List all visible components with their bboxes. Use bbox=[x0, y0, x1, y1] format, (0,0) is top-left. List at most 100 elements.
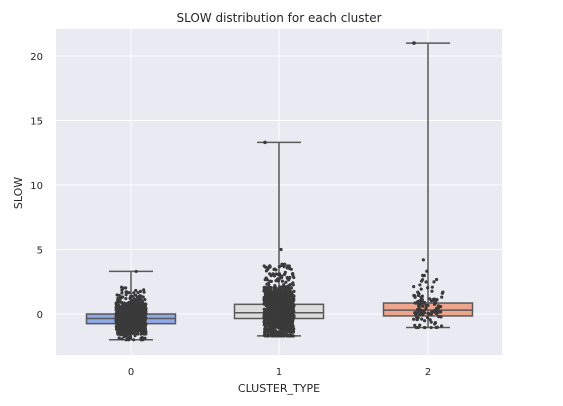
y-tick-label: 15 bbox=[30, 117, 43, 128]
data-point bbox=[116, 298, 120, 302]
data-point bbox=[280, 331, 284, 336]
data-point bbox=[265, 321, 270, 325]
data-point bbox=[287, 293, 291, 297]
data-point bbox=[279, 290, 284, 294]
data-point bbox=[283, 311, 287, 315]
data-point bbox=[267, 314, 271, 318]
data-point bbox=[412, 293, 416, 298]
data-point bbox=[140, 300, 144, 304]
data-point bbox=[435, 307, 439, 311]
data-point bbox=[262, 322, 267, 326]
x-axis-label: CLUSTER_TYPE bbox=[238, 382, 320, 395]
data-point bbox=[425, 269, 429, 273]
data-point bbox=[284, 332, 288, 337]
data-point bbox=[126, 325, 130, 330]
data-point bbox=[132, 310, 136, 314]
data-point bbox=[291, 315, 295, 319]
data-point bbox=[274, 287, 278, 291]
data-point bbox=[277, 311, 281, 315]
data-point bbox=[413, 323, 417, 327]
data-point bbox=[125, 312, 130, 317]
data-point bbox=[282, 265, 286, 269]
data-point bbox=[136, 312, 140, 316]
data-point bbox=[136, 315, 140, 319]
y-tick-label: 5 bbox=[37, 246, 43, 257]
data-point bbox=[415, 315, 419, 319]
data-point bbox=[286, 321, 290, 325]
data-point bbox=[437, 315, 441, 319]
data-point bbox=[291, 334, 295, 338]
data-point bbox=[119, 285, 124, 289]
data-point bbox=[430, 309, 434, 314]
data-point bbox=[270, 314, 274, 318]
chart-title: SLOW distribution for each cluster bbox=[176, 11, 381, 25]
data-point bbox=[291, 281, 295, 285]
data-point bbox=[292, 275, 296, 280]
data-point bbox=[130, 328, 134, 332]
data-point bbox=[287, 315, 291, 319]
data-point bbox=[118, 310, 122, 314]
data-point bbox=[413, 301, 417, 305]
data-point bbox=[440, 291, 444, 295]
data-point bbox=[273, 308, 277, 312]
data-point bbox=[432, 280, 436, 284]
data-point bbox=[437, 310, 441, 314]
data-point bbox=[284, 280, 288, 284]
data-point bbox=[266, 334, 270, 338]
data-point bbox=[144, 309, 148, 314]
data-point bbox=[136, 309, 140, 313]
data-point bbox=[266, 267, 270, 271]
data-point bbox=[426, 311, 430, 315]
data-point bbox=[143, 323, 147, 327]
data-point bbox=[268, 265, 272, 269]
data-point bbox=[117, 336, 121, 340]
data-point bbox=[428, 318, 432, 322]
data-point bbox=[439, 315, 443, 319]
data-point bbox=[280, 263, 284, 268]
data-point bbox=[132, 318, 136, 322]
data-point bbox=[274, 319, 278, 323]
data-point bbox=[263, 330, 267, 334]
data-point bbox=[132, 322, 136, 326]
data-point bbox=[115, 308, 120, 312]
data-point bbox=[269, 285, 273, 290]
data-point bbox=[276, 326, 280, 330]
data-point bbox=[432, 309, 436, 313]
data-point bbox=[424, 280, 428, 284]
data-point bbox=[430, 289, 434, 293]
data-point bbox=[283, 324, 288, 328]
data-point bbox=[415, 317, 419, 322]
data-point bbox=[291, 308, 295, 313]
data-point bbox=[287, 278, 291, 282]
data-point bbox=[265, 278, 269, 282]
data-point bbox=[282, 317, 286, 321]
data-point bbox=[421, 313, 425, 317]
data-point bbox=[123, 315, 127, 319]
data-point bbox=[280, 279, 285, 283]
data-point bbox=[420, 294, 424, 298]
data-point bbox=[284, 285, 288, 290]
data-point bbox=[418, 283, 422, 287]
data-point bbox=[115, 313, 119, 317]
data-point bbox=[262, 316, 267, 320]
data-point bbox=[292, 289, 296, 293]
data-point bbox=[266, 302, 270, 306]
data-point bbox=[115, 330, 120, 335]
data-point bbox=[288, 266, 292, 271]
data-point bbox=[288, 282, 292, 287]
data-point bbox=[283, 297, 288, 302]
data-point bbox=[423, 319, 427, 323]
data-point bbox=[412, 285, 416, 289]
data-point bbox=[271, 329, 275, 333]
data-point bbox=[433, 322, 437, 326]
data-point bbox=[420, 298, 424, 302]
data-point bbox=[413, 310, 417, 315]
data-point bbox=[124, 332, 128, 337]
data-point bbox=[439, 304, 443, 309]
data-point bbox=[262, 312, 267, 316]
data-point bbox=[290, 272, 295, 276]
data-point bbox=[282, 303, 287, 307]
data-point bbox=[269, 308, 273, 312]
data-point bbox=[139, 318, 143, 322]
data-point bbox=[132, 291, 136, 295]
